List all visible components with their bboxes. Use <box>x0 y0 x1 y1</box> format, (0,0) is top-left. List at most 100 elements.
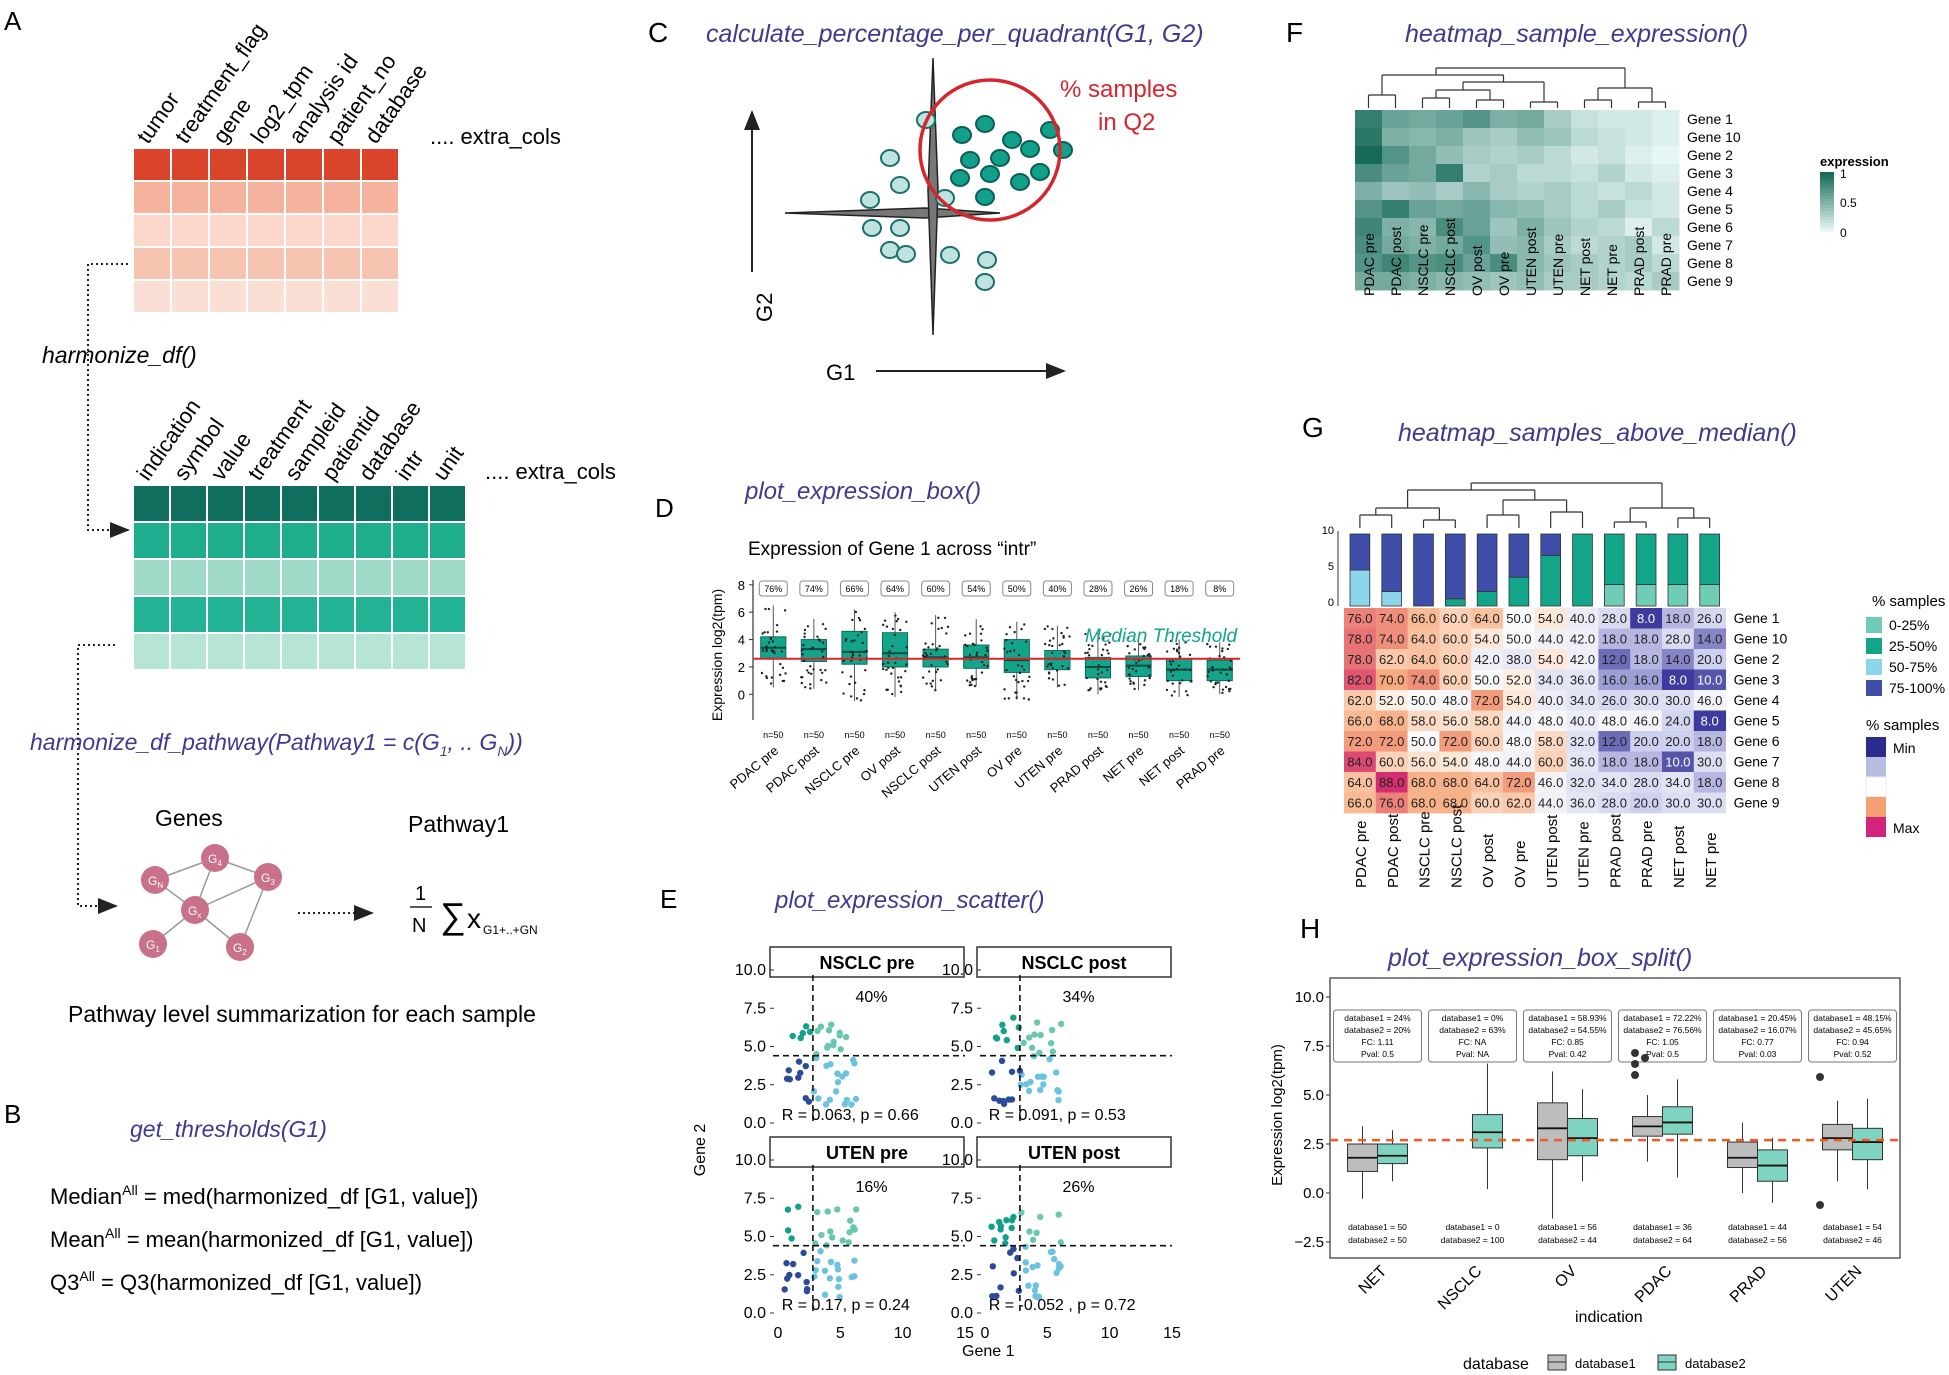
g-heatmap-cell-value: 58.0 <box>1411 714 1436 729</box>
g-legend1: 0-25% 25-50% 50-75% 75-100% <box>1866 617 1945 696</box>
f-heatmap-cell <box>1625 146 1653 165</box>
g-heatmap-cell-value: 78.0 <box>1347 632 1372 647</box>
g-heatmap-cell-value: 52.0 <box>1379 693 1404 708</box>
g-heatmap-cell-bg <box>1344 792 1377 814</box>
g-row-label: Gene 5 <box>1734 713 1780 729</box>
c-ylabel: G2 <box>752 293 777 322</box>
g-heatmap-cell-value: 20.0 <box>1633 734 1658 749</box>
gene-node: G3 <box>254 863 282 891</box>
d-jitter-point <box>1020 627 1023 631</box>
h-n-label: database2 = 46 <box>1823 1235 1882 1245</box>
g-heatmap-cell-bg <box>1439 772 1472 793</box>
heatmap-sample-expression-function: heatmap_sample_expression() <box>1405 20 1748 48</box>
g-heatmap-cell-bg <box>1693 628 1726 650</box>
d-jitter-point <box>1061 642 1064 646</box>
threshold-formula-line: Q3All = Q3(harmonized_df [G1, value]) <box>50 1268 422 1295</box>
g-heatmap-cell: 62.0 <box>1344 690 1377 711</box>
raw-table-cell <box>360 213 400 248</box>
quadrant-point-q2 <box>990 149 1010 167</box>
d-jitter-point <box>931 679 935 683</box>
h-category-label: NSCLC <box>1435 1263 1485 1313</box>
d-jitter-point <box>1043 627 1047 631</box>
e-point <box>803 1278 810 1286</box>
f-col-label: PRAD post <box>1631 227 1647 296</box>
harmonized-table-cell <box>354 595 393 634</box>
f-legend-tick: 1 <box>1840 167 1847 181</box>
d-jitter-point <box>1171 682 1174 685</box>
g-heatmap-cell: 34.0 <box>1598 772 1631 793</box>
g-heatmap-cell-bg <box>1375 628 1408 650</box>
panel-letter-d: D <box>655 493 674 523</box>
d-jitter-point <box>882 662 885 666</box>
g-row-label: Gene 2 <box>1734 651 1780 667</box>
d-jitter-point <box>1100 671 1104 674</box>
f-heatmap-cell <box>1355 164 1383 183</box>
g-heatmap-cell-value: 10.0 <box>1697 673 1722 688</box>
d-jitter-point <box>1172 647 1176 650</box>
f-heatmap-cell <box>1382 182 1410 201</box>
d-jitter-point <box>812 668 815 671</box>
g-heatmap-cell-bg <box>1566 792 1599 814</box>
g-heatmap-cell-bg <box>1407 772 1440 793</box>
harmonized-table-cell <box>206 521 245 560</box>
g-legend1-label: 75-100% <box>1889 680 1945 696</box>
g-heatmap-cell-value: 72.0 <box>1506 775 1531 790</box>
h-annotation: database1 = 20.45% database2 = 16.07% FC: … <box>1713 1009 1802 1063</box>
harmonized-table-cell <box>206 595 245 634</box>
d-jitter-point <box>895 619 898 623</box>
g-heatmap-cell-bg <box>1630 649 1663 670</box>
g-legend2-max: Max <box>1893 820 1919 836</box>
g-heatmap-cell-bg <box>1693 731 1726 752</box>
d-jitter-point <box>1046 665 1049 668</box>
e-point <box>852 1206 860 1213</box>
g-heatmap-cell: 42.0 <box>1566 628 1599 650</box>
g-heatmap-cell-value: 60.0 <box>1379 755 1404 770</box>
h-annotation-line: FC: 1.11 <box>1362 1037 1394 1047</box>
raw-extra-cols: .... extra_cols <box>430 124 561 149</box>
harmonized-table-cell <box>391 558 430 597</box>
f-heatmap-cell <box>1598 254 1626 273</box>
d-jitter-point <box>1180 679 1184 682</box>
d-percent-box <box>1042 580 1072 597</box>
g-heatmap-cell-bg <box>1471 751 1504 773</box>
d-jitter-point <box>1085 676 1089 680</box>
harmonized-table-cell <box>280 632 319 671</box>
d-jitter-point <box>1097 664 1101 667</box>
svg-text:x: x <box>467 903 481 934</box>
g-bar-segment <box>1540 555 1562 607</box>
d-jitter-point <box>820 678 823 682</box>
pathway-label: Pathway1 <box>408 811 509 837</box>
g-heatmap-cell-bg <box>1534 628 1567 650</box>
g-bar-segment <box>1476 591 1498 607</box>
d-jitter-point <box>1009 650 1012 653</box>
d-y-tick-label: 2 <box>738 660 745 675</box>
d-jitter-point <box>850 659 853 663</box>
g-heatmap-cell: 26.0 <box>1598 690 1631 711</box>
g-col-label: OV pre <box>1512 840 1529 888</box>
g-heatmap-cell: 48.0 <box>1439 690 1472 711</box>
raw-table-cell <box>132 147 172 182</box>
g-heatmap-cell-value: 46.0 <box>1633 714 1658 729</box>
g-heatmap-cell: 64.0 <box>1407 628 1440 650</box>
d-jitter-point <box>1096 668 1100 671</box>
d-jitter-point <box>1020 665 1024 668</box>
h-annotation-line: Pval: 0.5 <box>1646 1049 1679 1059</box>
d-jitter-point <box>1051 627 1054 631</box>
f-heatmap-cell <box>1355 218 1383 237</box>
d-jitter-point <box>930 622 933 625</box>
g-heatmap-cell: 54.0 <box>1503 690 1536 711</box>
f-heatmap-cell <box>1571 200 1599 219</box>
g-heatmap-cell-value: 20.0 <box>1697 652 1722 667</box>
g-heatmap-cell-value: 84.0 <box>1347 755 1372 770</box>
g-heatmap-cell-value: 70.0 <box>1379 673 1404 688</box>
d-jitter-point <box>1166 679 1169 683</box>
e-facet-percent: 26% <box>1062 1179 1094 1196</box>
e-point <box>1036 1213 1044 1221</box>
g-heatmap-cell-bg <box>1693 710 1726 732</box>
g-legend1-swatch <box>1866 638 1882 654</box>
g-heatmap-cell: 66.0 <box>1407 608 1440 629</box>
g-heatmap-cell-value: 76.0 <box>1379 796 1404 811</box>
d-jitter-point <box>964 643 967 647</box>
d-jitter-point <box>853 681 857 685</box>
g-heatmap-cell-bg <box>1630 628 1663 650</box>
